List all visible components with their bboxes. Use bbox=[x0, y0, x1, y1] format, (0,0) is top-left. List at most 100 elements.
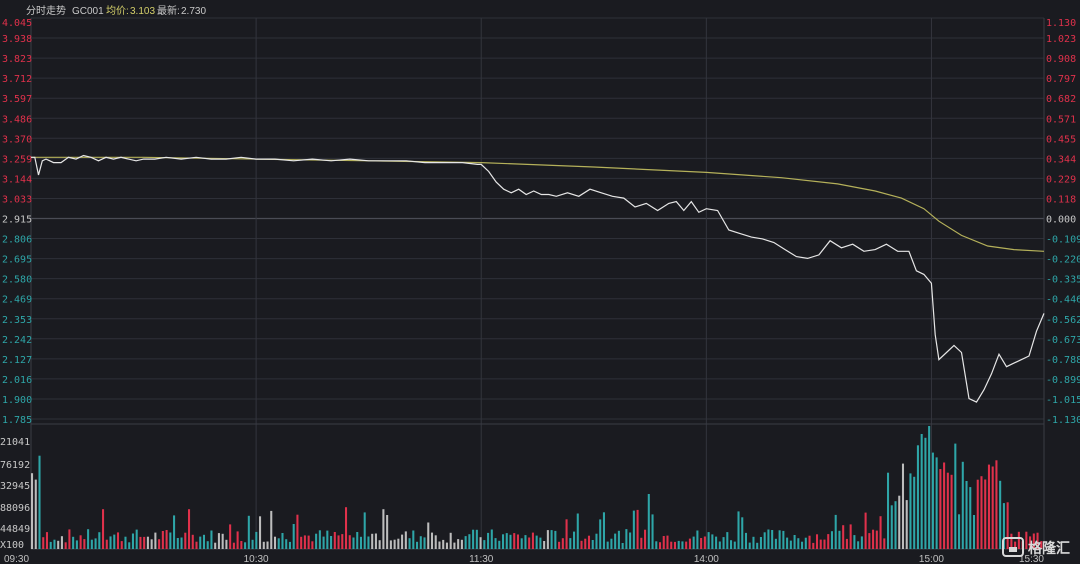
volume-bar bbox=[924, 437, 927, 549]
volume-bar bbox=[576, 513, 579, 549]
volume-bar bbox=[647, 494, 650, 549]
volume-bar bbox=[849, 524, 852, 549]
volume-bar bbox=[229, 524, 232, 549]
volume-bar bbox=[105, 539, 108, 549]
volume-bar bbox=[363, 512, 366, 549]
volume-bar bbox=[823, 539, 826, 549]
volume-bar bbox=[453, 542, 456, 549]
volume-bar bbox=[188, 509, 191, 549]
volume-bar bbox=[124, 536, 127, 549]
volume-bar bbox=[221, 533, 224, 549]
volume-bar bbox=[913, 476, 916, 549]
volume-bar bbox=[150, 539, 153, 549]
volume-bar bbox=[636, 509, 639, 549]
volume-bar bbox=[397, 538, 400, 549]
volume-bar bbox=[614, 533, 617, 549]
volume-bar bbox=[1002, 503, 1005, 549]
volume-bar bbox=[131, 533, 134, 549]
volume-bar bbox=[139, 536, 142, 549]
price-tick-label: 1.900 bbox=[2, 395, 32, 406]
volume-bars bbox=[31, 426, 1043, 549]
volume-bar bbox=[767, 529, 770, 549]
price-tick-label: 3.033 bbox=[2, 194, 32, 205]
volume-bar bbox=[240, 541, 243, 549]
volume-bar bbox=[318, 530, 321, 549]
volume-bar bbox=[868, 533, 871, 549]
change-axis: 1.130 1.023 0.908 0.797 0.682 0.571 0.455 0.344… bbox=[1046, 18, 1080, 426]
price-line bbox=[31, 154, 1045, 403]
volume-bar bbox=[341, 534, 344, 549]
volume-bar bbox=[83, 539, 86, 549]
volume-bar bbox=[191, 534, 194, 549]
volume-bar bbox=[789, 540, 792, 549]
price-tick-label: 2.915 bbox=[2, 215, 32, 226]
volume-bar bbox=[434, 535, 437, 549]
volume-bar bbox=[427, 522, 430, 549]
volume-bar bbox=[565, 519, 568, 549]
change-tick-label: -0.220 bbox=[1046, 255, 1080, 266]
volume-bar bbox=[677, 540, 680, 549]
volume-bar bbox=[1014, 541, 1017, 549]
volume-bar bbox=[378, 540, 381, 549]
volume-bar bbox=[281, 533, 284, 549]
volume-bar bbox=[786, 537, 789, 549]
volume-bar bbox=[554, 530, 557, 549]
volume-bar bbox=[53, 539, 56, 549]
volume-bar bbox=[894, 501, 897, 549]
volume-bar bbox=[905, 500, 908, 549]
price-tick-label: 3.144 bbox=[2, 174, 32, 185]
volume-bar bbox=[333, 532, 336, 549]
volume-tick-label: 88096 bbox=[0, 503, 30, 514]
volume-bar bbox=[890, 505, 893, 549]
volume-bar bbox=[819, 539, 822, 549]
change-tick-label: -1.015 bbox=[1046, 395, 1080, 406]
volume-bar bbox=[509, 534, 512, 549]
volume-bar bbox=[573, 531, 576, 549]
change-tick-label: -0.899 bbox=[1046, 375, 1080, 386]
volume-bar bbox=[898, 495, 901, 549]
grid bbox=[30, 17, 1045, 550]
volume-tick-label: 76192 bbox=[0, 460, 30, 471]
volume-bar bbox=[658, 542, 662, 549]
price-tick-label: 3.823 bbox=[2, 54, 32, 65]
volume-bar bbox=[763, 532, 766, 549]
change-tick-label: -0.788 bbox=[1046, 355, 1080, 366]
volume-bar bbox=[838, 530, 841, 549]
volume-bar bbox=[718, 541, 721, 549]
watermark-text: 格隆汇 bbox=[1028, 540, 1070, 556]
volume-bar bbox=[330, 536, 333, 549]
volume-bar bbox=[113, 534, 116, 549]
price-axis: 4.045 3.938 3.823 3.712 3.597 3.486 3.370 3.259… bbox=[2, 18, 32, 426]
volume-bar bbox=[587, 535, 591, 549]
volume-bar bbox=[864, 512, 867, 549]
volume-bar bbox=[146, 536, 149, 549]
volume-bar bbox=[225, 539, 228, 549]
volume-bar bbox=[457, 539, 460, 549]
volume-bar bbox=[487, 532, 490, 549]
volume-bar bbox=[371, 533, 374, 549]
volume-bar bbox=[389, 540, 392, 549]
volume-bar bbox=[501, 534, 505, 549]
volume-bar bbox=[292, 524, 295, 549]
volume-bar bbox=[543, 541, 546, 549]
volume-bar bbox=[135, 529, 138, 549]
volume-bar bbox=[195, 541, 198, 549]
change-tick-label: -1.130 bbox=[1046, 415, 1080, 426]
volume-bar bbox=[1025, 531, 1028, 549]
volume-bar bbox=[68, 529, 71, 549]
volume-bar bbox=[707, 532, 710, 549]
volume-bar bbox=[976, 479, 979, 549]
volume-tick-label: 21041 bbox=[0, 437, 30, 448]
volume-bar bbox=[401, 534, 404, 549]
volume-bar bbox=[980, 476, 983, 549]
volume-bar bbox=[591, 540, 594, 549]
change-tick-label: 0.344 bbox=[1046, 154, 1076, 165]
volume-bar bbox=[430, 532, 434, 549]
volume-bar bbox=[505, 533, 508, 549]
watermark-logo-mark bbox=[1009, 547, 1017, 552]
volume-bar bbox=[288, 541, 291, 549]
volume-bar bbox=[169, 532, 172, 549]
volume-bar bbox=[60, 536, 63, 549]
watermark-logo-icon bbox=[1002, 537, 1024, 557]
volume-bar bbox=[259, 516, 262, 549]
